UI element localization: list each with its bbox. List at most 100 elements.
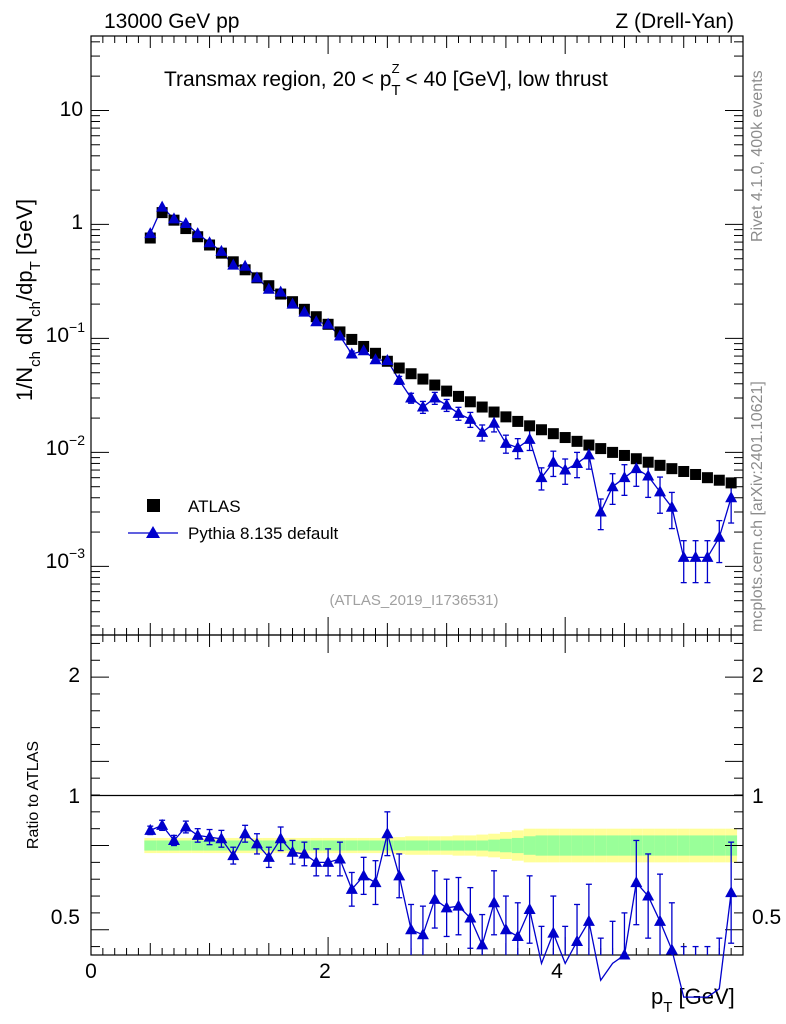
atlas-point-31: [512, 415, 524, 427]
atlas-point-25: [441, 385, 453, 397]
pythia-ratio-point-41: [630, 876, 643, 888]
pythia-point-34: [547, 455, 560, 467]
pythia-ratio-point-28: [476, 938, 489, 950]
ratio-tick-label-right-1: 1: [752, 785, 764, 808]
pythia-ratio-point-34: [547, 926, 560, 938]
pythia-ratio-point-24: [428, 892, 441, 904]
x-tick-label-0: 0: [85, 960, 97, 983]
atlas-point-23: [417, 373, 429, 385]
pythia-point-29: [488, 416, 501, 428]
ratio-band-inner-33: [535, 835, 548, 856]
pythia-ratio-point-15: [322, 855, 335, 867]
ratio-band-inner-42: [642, 835, 655, 856]
atlas-point-28: [476, 401, 488, 413]
mcplots-note: mcplots.cern.ch [arXiv:2401.10621]: [749, 381, 766, 632]
pythia-point-49: [725, 491, 738, 503]
pythia-ratio-point-21: [393, 869, 406, 881]
pythia-point-17: [345, 347, 358, 359]
pythia-point-5: [203, 236, 216, 248]
x-tick-label-2: 2: [319, 960, 331, 983]
ratio-tick-label-right-2: 2: [752, 664, 764, 687]
pythia-ratio-point-3: [179, 820, 192, 832]
pythia-point-46: [689, 550, 702, 562]
atlas-point-48: [713, 474, 725, 486]
ratio-band-inner-40: [618, 835, 631, 856]
atlas-point-27: [464, 396, 476, 408]
legend-pythia-marker: [146, 526, 160, 538]
pythia-point-7: [227, 258, 240, 270]
legend-atlas-marker: [147, 499, 160, 512]
pythia-point-13: [298, 305, 311, 317]
pythia-point-27: [464, 412, 477, 424]
pythia-point-14: [310, 315, 323, 327]
pythia-ratio-point-18: [357, 869, 370, 881]
pythia-ratio-point-5: [203, 830, 216, 842]
pythia-point-6: [215, 244, 228, 256]
ratio-tick-label-right-0.5: 0.5: [752, 906, 781, 929]
main-plot-frame: [90, 35, 744, 636]
pythia-markers: [144, 200, 738, 960]
x-axis-label: pT [GeV]: [651, 984, 735, 1016]
pythia-point-39: [606, 480, 619, 492]
ratio-band-inner-31: [511, 837, 524, 854]
ratio-band-inner-7: [227, 840, 240, 851]
x-tick-label-4: 4: [551, 960, 563, 983]
pythia-ratio-point-26: [452, 899, 465, 911]
pythia-point-24: [428, 391, 441, 403]
ratio-band-inner-21: [393, 840, 406, 851]
pythia-ratio-point-27: [464, 911, 477, 923]
ratio-band-inner-15: [322, 840, 335, 851]
pythia-ratio-point-9: [250, 837, 263, 849]
atlas-point-24: [429, 379, 441, 391]
legend: ATLAS Pythia 8.135 default: [128, 497, 339, 543]
legend-atlas-label: ATLAS: [188, 497, 241, 516]
pythia-ratio-point-8: [239, 827, 252, 839]
y-axis-label-text: 1/Nch dNch/dpT [GeV]: [12, 199, 44, 401]
pythia-point-37: [582, 448, 595, 460]
pythia-point-20: [381, 354, 394, 366]
atlas-point-45: [678, 465, 690, 477]
atlas-point-34: [547, 428, 559, 440]
pythia-point-0: [144, 227, 157, 239]
pythia-ratio-point-0: [144, 823, 157, 835]
ratio-band-inner-14: [310, 840, 323, 851]
pythia-ratio-point-37: [582, 914, 595, 926]
y-tick-label-10: 10: [60, 98, 83, 121]
ratio-band-inner-3: [179, 840, 192, 851]
pythia-ratio-point-7: [227, 849, 240, 861]
process-label: Z (Drell-Yan): [615, 10, 734, 33]
pythia-point-18: [357, 344, 370, 356]
pythia-ratio-point-20: [381, 827, 394, 839]
ratio-band-inner-44: [665, 835, 678, 856]
pythia-ratio-point-10: [262, 850, 275, 862]
ratio-band-inner-29: [488, 839, 500, 852]
ratio-axis-label: Ratio to ATLAS: [25, 741, 42, 849]
pythia-point-47: [701, 550, 714, 562]
pythia-point-22: [405, 391, 418, 403]
pythia-point-15: [322, 317, 335, 329]
rivet-version-note: Rivet 4.1.0, 400k events: [749, 70, 766, 242]
y-tick-labels: 10−3 10−2 10−1 1 10: [46, 98, 86, 573]
pythia-point-43: [654, 485, 667, 497]
ratio-band-inner-22: [405, 840, 417, 851]
pythia-point-8: [239, 259, 252, 271]
pythia-point-1: [156, 200, 169, 212]
atlas-point-17: [346, 333, 358, 345]
pythia-ratio-point-12: [286, 845, 299, 857]
pythia-point-23: [416, 400, 429, 412]
pythia-ratio-point-31: [511, 929, 524, 941]
ratio-band-inner-26: [452, 840, 465, 851]
ratio-tick-label-0.5: 0.5: [51, 906, 80, 929]
pythia-ratio-point-23: [416, 928, 429, 940]
ratio-band-inner-43: [654, 835, 666, 856]
ratio-band-inner-34: [547, 835, 560, 856]
pythia-ratio-point-11: [274, 832, 287, 844]
pythia-point-40: [618, 471, 631, 483]
pythia-point-19: [369, 353, 382, 365]
plot-title: Transmax region, 20 < pTZ < 40 [GeV], lo…: [164, 61, 608, 99]
pythia-ratio-point-22: [405, 923, 418, 935]
pythia-ratio-point-29: [488, 896, 501, 908]
atlas-point-30: [500, 411, 512, 423]
pythia-point-33: [535, 471, 548, 483]
